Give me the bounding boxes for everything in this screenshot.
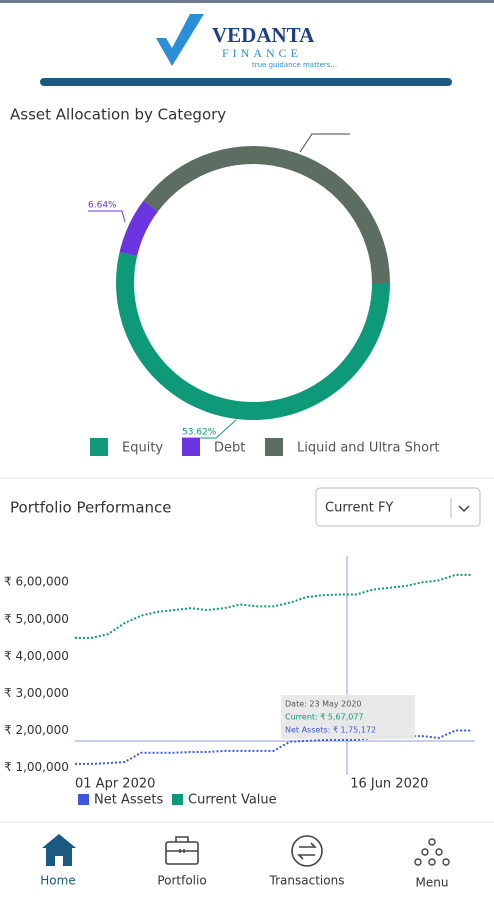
x-tick-label: 01 Apr 2020 <box>75 777 155 792</box>
status-strip <box>0 0 494 3</box>
home-icon[interactable] <box>42 834 76 866</box>
legend-label: Debt <box>214 441 245 456</box>
legend-swatch <box>90 438 108 456</box>
logo-mark <box>156 14 204 66</box>
slice-label: 53.62% <box>182 428 217 438</box>
donut-title: Asset Allocation by Category <box>10 106 226 124</box>
series-line <box>75 729 472 765</box>
tooltip-date: Date: 23 May 2020 <box>285 700 362 709</box>
y-tick-label: ₹ 6,00,000 <box>4 575 69 589</box>
label-leader <box>88 210 126 223</box>
legend-label: Liquid and Ultra Short <box>297 441 440 456</box>
nav-menu[interactable]: Menu <box>416 876 449 890</box>
brand: VEDANTA <box>212 23 315 47</box>
donut-slice <box>143 146 390 283</box>
legend-label: Equity <box>122 441 163 456</box>
donut-slice <box>119 200 158 257</box>
x-tick-label: 16 Jun 2020 <box>350 777 428 792</box>
dropdown-value: Current FY <box>325 501 393 516</box>
transactions-arrows <box>297 842 317 860</box>
period-dropdown[interactable] <box>315 487 481 527</box>
tooltip <box>281 695 415 739</box>
menu-icon[interactable] <box>414 838 450 866</box>
series-line <box>75 573 472 639</box>
dropdown-arrow <box>458 505 470 513</box>
y-tick-label: ₹ 2,00,000 <box>4 723 69 737</box>
legend-swatch <box>265 438 283 456</box>
portfolio-icon[interactable] <box>165 841 199 865</box>
y-tick-label: ₹ 3,00,000 <box>4 686 69 700</box>
legend-swatch <box>182 438 200 456</box>
tooltip-current: Current: ₹ 5,67,077 <box>285 713 364 722</box>
y-tick-label: ₹ 1,00,000 <box>4 760 69 774</box>
tagline: true guidance matters... <box>252 61 337 69</box>
line-title: Portfolio Performance <box>10 499 172 517</box>
slice-label: 6.64% <box>88 201 117 211</box>
transactions-icon[interactable] <box>291 835 323 867</box>
legend-label: Current Value <box>188 793 277 808</box>
y-tick-label: ₹ 4,00,000 <box>4 649 69 663</box>
sub-brand: FINANCE <box>222 46 302 60</box>
legend-swatch <box>172 794 183 805</box>
header-bar <box>40 78 452 86</box>
nav-home[interactable]: Home <box>40 874 75 888</box>
y-tick-label: ₹ 5,00,000 <box>4 612 69 626</box>
legend-swatch <box>78 794 89 805</box>
nav-transactions[interactable]: Transactions <box>269 874 345 888</box>
tooltip-net: Net Assets: ₹ 1,75,172 <box>285 726 376 735</box>
nav-portfolio[interactable]: Portfolio <box>157 874 206 888</box>
leader-line <box>299 133 350 153</box>
legend-label: Net Assets <box>94 793 163 808</box>
portfolio-icon-detail <box>166 836 198 853</box>
